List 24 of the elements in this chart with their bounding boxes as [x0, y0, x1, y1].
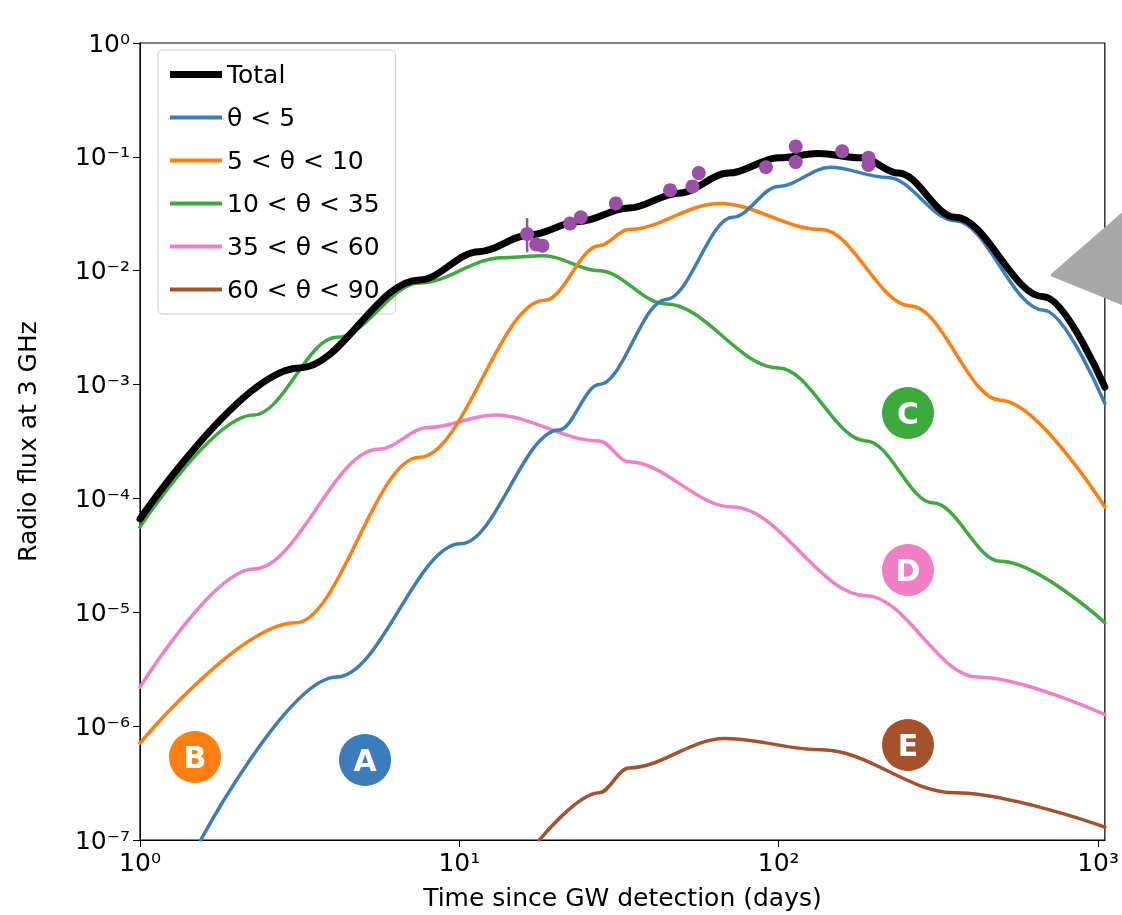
y-tick-label: 10⁰: [88, 28, 130, 58]
legend-label: 5 < θ < 10: [227, 146, 364, 175]
annotation: D: [895, 552, 921, 588]
y-tick-label: 10⁻²: [74, 256, 130, 286]
y-tick-label: 10⁻⁴: [74, 483, 130, 513]
y-tick-label: 10⁻¹: [74, 142, 130, 172]
annotation: E: [897, 727, 919, 763]
x-axis-title: Time since GW detection (days): [422, 883, 822, 912]
x-tick-label: 10³: [1077, 848, 1120, 877]
x-tick-label: 10⁰: [119, 848, 161, 877]
x-tick-label: 10¹: [438, 848, 481, 877]
y-tick-label: 10⁻⁶: [74, 711, 130, 741]
legend-label: 60 < θ < 90: [227, 275, 380, 304]
annotation: A: [353, 742, 378, 778]
legend-label: Total: [226, 60, 286, 89]
annotation: B: [183, 739, 207, 775]
y-axis-title: Radio flux at 3 GHz: [13, 321, 42, 562]
legend-label: 10 < θ < 35: [227, 189, 380, 218]
y-tick-label: 10⁻⁵: [74, 597, 130, 627]
legend-label: 35 < θ < 60: [227, 232, 380, 261]
x-tick-label: 10²: [757, 848, 800, 877]
y-tick-label: 10⁻³: [74, 370, 130, 400]
annotation: C: [896, 395, 920, 431]
legend-label: θ < 5: [227, 103, 296, 132]
